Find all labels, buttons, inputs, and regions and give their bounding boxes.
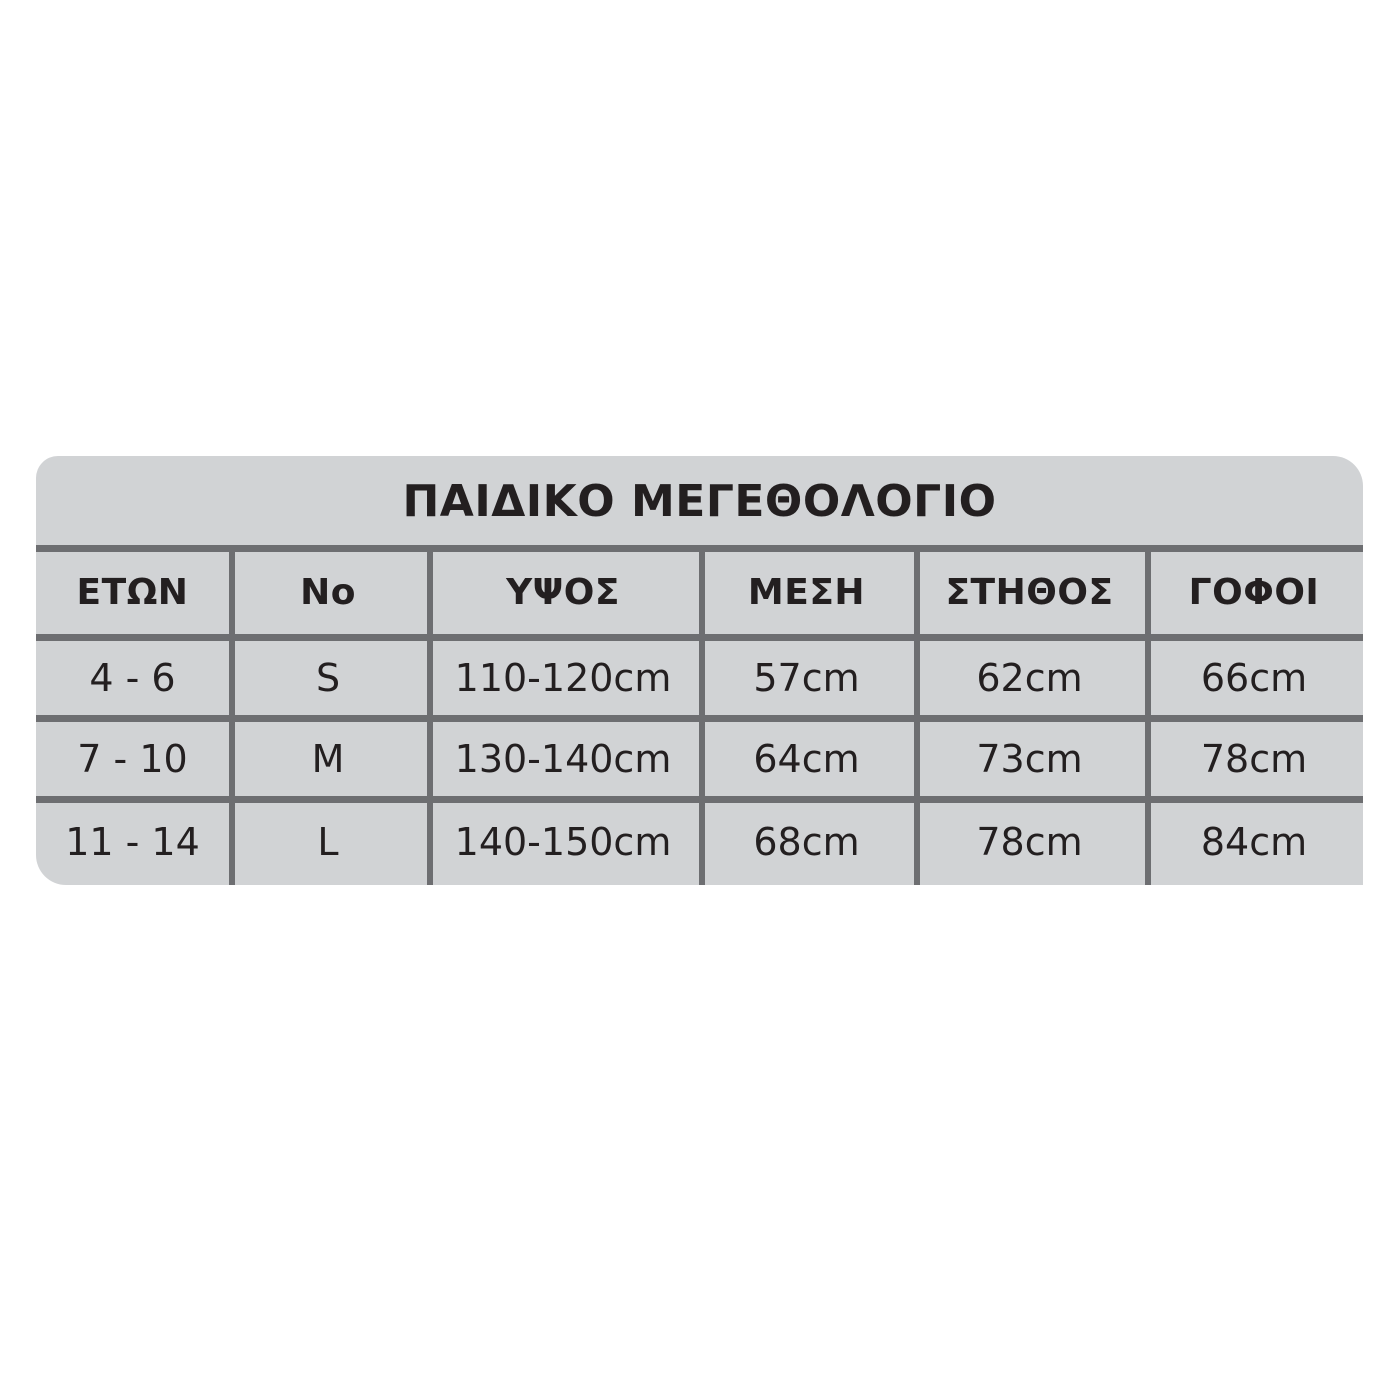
column-divider-4 [914, 545, 920, 885]
column-divider-2 [427, 545, 433, 885]
cell-height: 130-140cm [454, 737, 672, 781]
cell-hips: 78cm [1200, 737, 1308, 781]
page-title: ΠΑΙΔΙΚΟ ΜΕΓΕΘΟΛΟΓΙΟ [402, 476, 997, 527]
cell-height: 140-150cm [454, 820, 672, 864]
column-header-no: Νο [300, 572, 356, 613]
cell-chest: 62cm [976, 656, 1083, 700]
cell-age: 4 - 6 [89, 656, 176, 700]
table-row: 11 - 14 L 140-150cm 68cm 78cm 84cm [36, 803, 1363, 881]
size-chart-table: ΠΑΙΔΙΚΟ ΜΕΓΕΘΟΛΟΓΙΟ ΕΤΩΝ Νο ΥΨΟΣ ΜΕΣΗ ΣΤ… [36, 456, 1363, 885]
cell-size: S [315, 656, 341, 700]
cell-chest: 73cm [976, 737, 1083, 781]
cell-hips: 84cm [1200, 820, 1308, 864]
cell-chest: 78cm [976, 820, 1083, 864]
cell-size: M [311, 737, 345, 781]
chart-title-band: ΠΑΙΔΙΚΟ ΜΕΓΕΘΟΛΟΓΙΟ [36, 456, 1363, 548]
column-divider-1 [229, 545, 235, 885]
cell-age: 7 - 10 [77, 737, 188, 781]
column-divider-5 [1145, 545, 1151, 885]
cell-height: 110-120cm [454, 656, 672, 700]
table-row: 4 - 6 S 110-120cm 57cm 62cm 66cm [36, 641, 1363, 715]
cell-age: 11 - 14 [65, 820, 200, 864]
column-header-stithos: ΣΤΗΘΟΣ [945, 572, 1114, 613]
cell-waist: 68cm [753, 820, 860, 864]
column-header-mesi: ΜΕΣΗ [747, 572, 866, 613]
cell-hips: 66cm [1200, 656, 1308, 700]
cell-size: L [317, 820, 339, 864]
column-header-gofoi: ΓΟΦΟΙ [1188, 572, 1320, 613]
cell-waist: 57cm [753, 656, 860, 700]
cell-waist: 64cm [753, 737, 860, 781]
column-divider-3 [699, 545, 705, 885]
table-row: 7 - 10 M 130-140cm 64cm 73cm 78cm [36, 722, 1363, 796]
column-header-ypsos: ΥΨΟΣ [506, 572, 620, 613]
table-header-row: ΕΤΩΝ Νο ΥΨΟΣ ΜΕΣΗ ΣΤΗΘΟΣ ΓΟΦΟΙ [36, 552, 1363, 634]
column-header-etwn: ΕΤΩΝ [76, 572, 189, 613]
